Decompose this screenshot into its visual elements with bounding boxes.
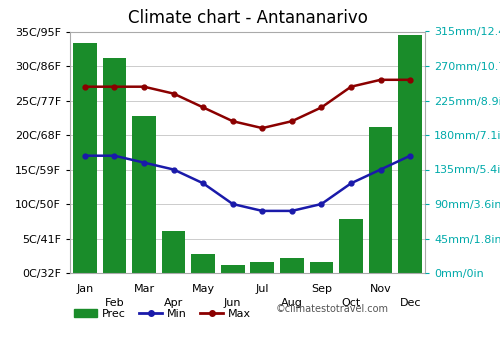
Bar (280, 258, 303, 273)
Text: Sep: Sep (311, 284, 332, 294)
Text: Nov: Nov (370, 284, 392, 294)
Bar (250, 261, 274, 273)
Bar (339, 219, 363, 273)
Text: Mar: Mar (134, 284, 154, 294)
Bar (192, 254, 215, 273)
Text: Dec: Dec (400, 298, 421, 308)
Bar (398, 35, 422, 273)
Legend: Prec, Min, Max: Prec, Min, Max (70, 304, 256, 323)
Text: Aug: Aug (281, 298, 303, 308)
Text: Jul: Jul (256, 284, 269, 294)
Bar (102, 58, 126, 273)
Title: Climate chart - Antananarivo: Climate chart - Antananarivo (128, 9, 368, 27)
Bar (132, 116, 156, 273)
Text: Feb: Feb (104, 298, 124, 308)
Text: ©climatestotravel.com: ©climatestotravel.com (276, 304, 389, 314)
Bar (73, 43, 96, 273)
Bar (369, 127, 392, 273)
Text: Oct: Oct (342, 298, 360, 308)
Bar (162, 231, 186, 273)
Text: May: May (192, 284, 214, 294)
Text: Apr: Apr (164, 298, 183, 308)
Text: Jan: Jan (76, 284, 94, 294)
Bar (221, 265, 244, 273)
Bar (310, 261, 334, 273)
Text: Jun: Jun (224, 298, 242, 308)
